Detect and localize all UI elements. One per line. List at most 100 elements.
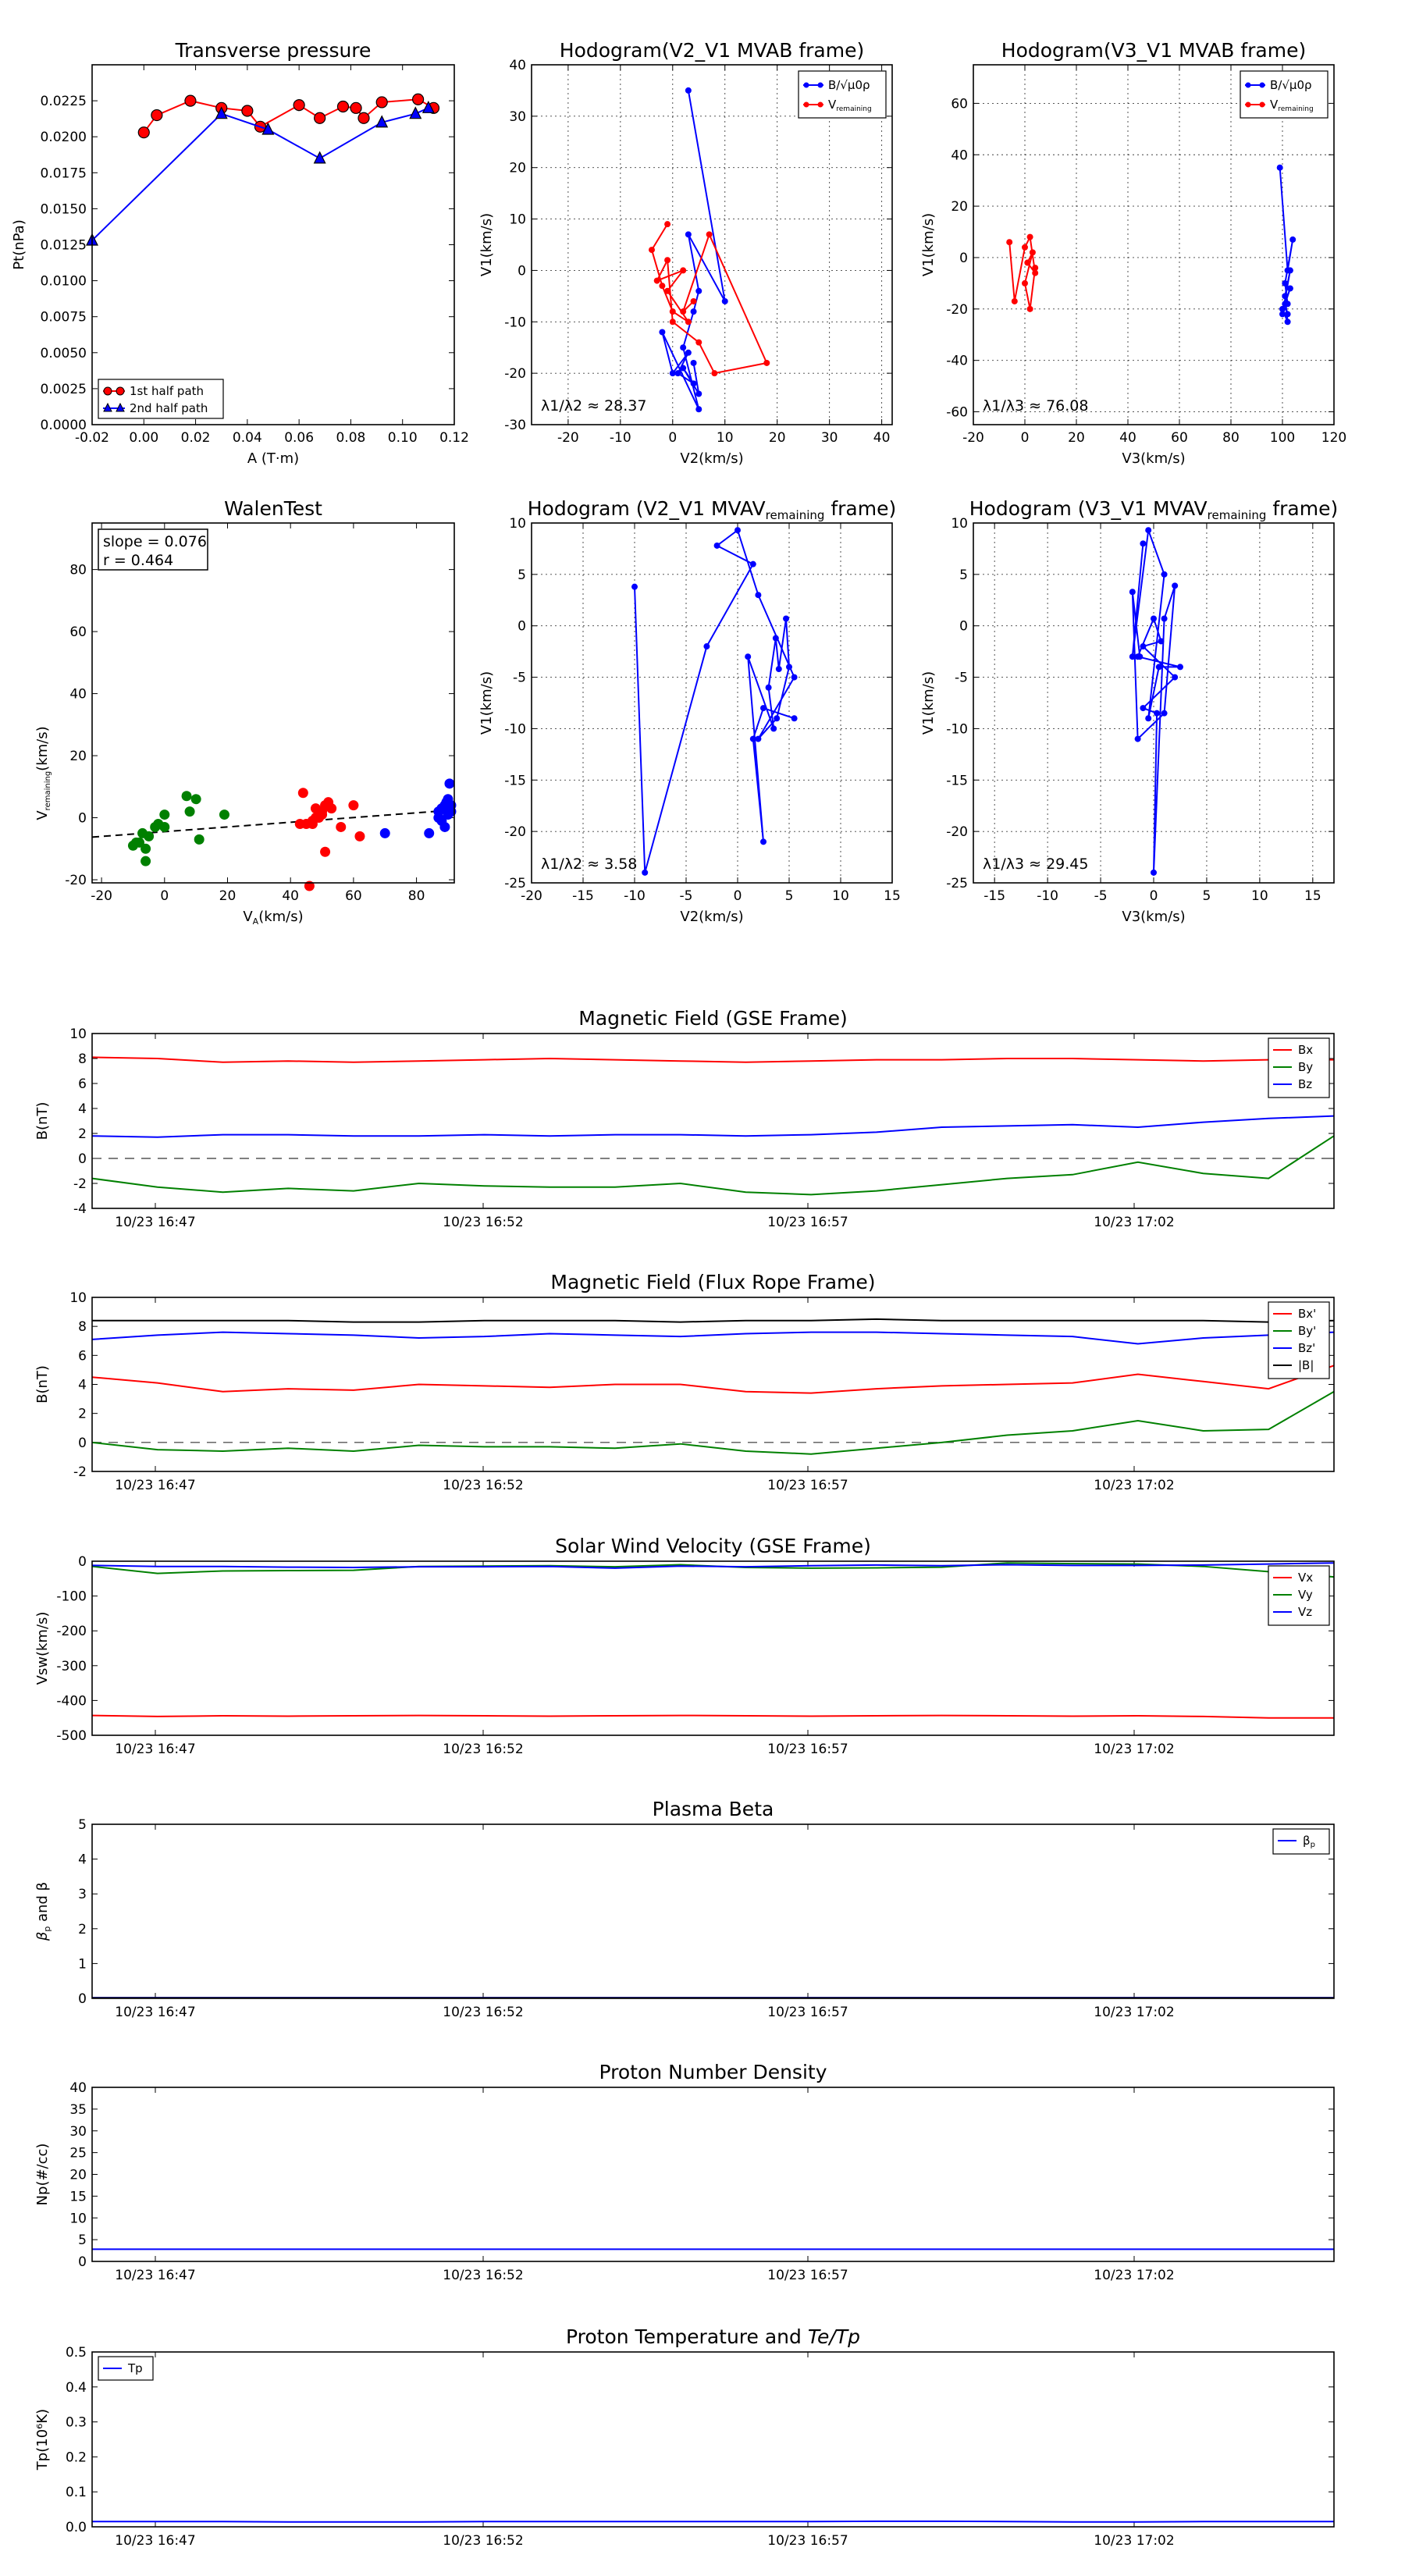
data-point-4-0-8: [755, 735, 762, 742]
legend-label-0-1: 2nd half path: [130, 401, 208, 415]
y-axis-label-4: V1(km/s): [478, 671, 495, 735]
data-point-2-0: [379, 827, 390, 838]
data-point-1-11: [336, 821, 347, 832]
panel-title-8: Solar Wind Velocity (GSE Frame): [555, 1535, 871, 1557]
data-point-0-8: [130, 837, 141, 848]
data-point-2-11: [443, 809, 454, 820]
legend-label-7-3: |B|: [1298, 1358, 1314, 1372]
y-axis-label-3: Vremaining(km/s): [34, 726, 52, 820]
legend-marker-2-1a: [1245, 101, 1251, 108]
series-line-7-2: [91, 1331, 1335, 1345]
x-tick-label-2-4: 60: [1171, 430, 1188, 446]
panel-title-5: Hodogram (V3_V1 MVAVremaining frame): [969, 497, 1339, 522]
plot-frame-2: [973, 64, 1335, 425]
y-tick-label-8-3: -200: [56, 1624, 87, 1639]
x-tick-label-1-2: 0: [668, 430, 677, 446]
data-point-0-11: [190, 794, 201, 805]
x-tick-label-4-4: 0: [734, 888, 742, 904]
x-tick-label-4-0: -20: [521, 888, 542, 904]
x-tick-label-0-3: 0.04: [233, 430, 262, 446]
data-point-1-1-7: [653, 277, 660, 284]
legend-marker-0-1-0: [103, 402, 112, 412]
series-line-7-1: [91, 1390, 1335, 1455]
data-point-0-10: [357, 112, 370, 124]
data-point-1-1-11: [711, 370, 718, 377]
y-tick-label-0-8: 0.0200: [41, 130, 87, 145]
y-tick-label-8-2: -300: [56, 1659, 87, 1674]
data-point-0-9: [350, 101, 362, 114]
x-tick-label-7-3: 10/23 17:02: [1094, 1478, 1174, 1493]
x-tick-label-9-2: 10/23 16:57: [767, 2005, 848, 2020]
x-axis-label-3: VA(km/s): [243, 909, 303, 927]
x-tick-label-6-2: 10/23 16:57: [767, 1215, 848, 1230]
legend-marker-0-0a: [103, 386, 112, 396]
data-point-4-0-10: [786, 664, 792, 671]
y-tick-label-10-2: 10: [69, 2211, 87, 2226]
panel-11: 0.0 0.1 0.2 0.3 0.4 0.5 10/23 16:47 10/23 16:52…: [34, 2325, 1335, 2549]
series-line-5-0: [1131, 529, 1181, 873]
y-tick-label-11-2: 0.2: [66, 2450, 87, 2465]
panel-8: -500 -400 -300 -200 -100 0 10/23 16:47 10/23 16…: [34, 1535, 1335, 1757]
annotation-box: [98, 528, 208, 571]
x-tick-label-4-3: -5: [680, 888, 693, 904]
x-tick-label-11-3: 10/23 17:02: [1094, 2533, 1174, 2549]
x-tick-label-0-7: 0.12: [439, 430, 469, 446]
data-point-5-0-17: [1161, 710, 1168, 717]
x-tick-label-9-3: 10/23 17:02: [1094, 2005, 1174, 2020]
y-tick-label-6-1: -2: [73, 1176, 87, 1192]
data-point-2-1-2: [1022, 244, 1028, 251]
y-tick-label-6-0: -4: [73, 1201, 87, 1217]
y-tick-label-1-1: -20: [504, 366, 526, 382]
y-tick-label-7-0: -2: [73, 1464, 87, 1480]
x-tick-label-5-2: -5: [1094, 888, 1108, 904]
y-tick-label-1-5: 20: [509, 161, 526, 176]
data-point-2-1-0: [1006, 239, 1013, 246]
x-tick-label-3-4: 60: [345, 888, 362, 904]
y-tick-label-4-7: 10: [509, 516, 526, 532]
legend-label-7-1: By': [1298, 1324, 1316, 1338]
y-tick-label-1-7: 40: [509, 58, 526, 73]
plot-frame-7: [91, 1297, 1335, 1472]
legend-label-7-2: Bz': [1298, 1341, 1315, 1355]
data-point-1-1-4: [685, 318, 692, 326]
y-tick-label-1-2: -10: [504, 315, 526, 330]
data-point-1-1: [215, 106, 228, 119]
y-tick-label-11-1: 0.1: [66, 2485, 87, 2500]
x-tick-label-3-3: 40: [282, 888, 299, 904]
data-point-5-0-2: [1145, 527, 1152, 534]
x-tick-label-4-6: 10: [832, 888, 849, 904]
y-tick-label-5-4: -5: [955, 671, 968, 686]
y-axis-label-0: Pt(nPa): [11, 219, 27, 269]
data-point-1-0: [297, 788, 308, 799]
plot-frame-6: [91, 1033, 1335, 1209]
y-tick-label-6-2: 0: [78, 1151, 87, 1167]
y-tick-label-8-1: -400: [56, 1693, 87, 1709]
series-line-2-1: [1008, 234, 1037, 310]
y-tick-label-0-0: 0.0000: [41, 418, 87, 433]
x-tick-label-0-0: -0.02: [75, 430, 109, 446]
y-tick-label-10-0: 0: [78, 2254, 87, 2270]
data-point-4-0-12: [775, 666, 782, 673]
panel-title-2: Hodogram(V3_V1 MVAB frame): [1001, 39, 1306, 62]
data-point-5-0-1: [1129, 653, 1136, 660]
data-point-4-0-7: [791, 674, 798, 681]
series-line-6-1: [91, 1135, 1335, 1196]
data-point-0-15: [140, 856, 151, 866]
x-tick-label-3-2: 20: [219, 888, 237, 904]
data-point-1-1-12: [763, 359, 770, 366]
legend-label-6-2: Bz: [1298, 1077, 1312, 1091]
data-point-0-13: [194, 834, 205, 845]
data-point-1-0-14: [690, 359, 697, 366]
data-point-4-0-15: [770, 725, 777, 732]
data-point-4-0-6: [755, 592, 762, 599]
data-point-1-8: [310, 803, 321, 814]
y-tick-label-10-8: 40: [69, 2080, 87, 2096]
y-tick-label-3-0: -20: [65, 873, 87, 888]
data-point-4-0-20: [791, 715, 798, 722]
data-point-1-0-9: [685, 349, 692, 356]
panel-0: -0.02 0.00 0.02 0.04 0.06 0.08 0.10 0.12 0.0000 0…: [11, 39, 469, 467]
y-tick-label-7-1: 0: [78, 1436, 87, 1451]
x-tick-label-4-2: -10: [624, 888, 646, 904]
plot-frame-11: [91, 2351, 1335, 2528]
legend-box-1: [798, 70, 887, 119]
